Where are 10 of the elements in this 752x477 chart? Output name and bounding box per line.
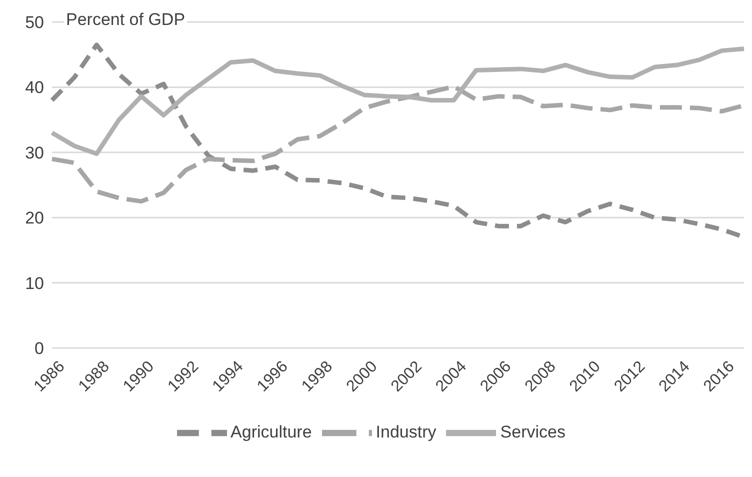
y-tick-label: 20 [25, 208, 44, 228]
y-tick-label: 0 [34, 339, 44, 358]
legend-label: Agriculture [230, 422, 312, 442]
y-tick-label: 10 [25, 274, 44, 293]
y-tick-label: 50 [25, 13, 44, 32]
y-tick-label: 30 [25, 143, 44, 162]
legend-label: Industry [376, 422, 436, 442]
y-tick-label: 40 [25, 78, 44, 98]
legend-label: Services [500, 422, 566, 442]
y-axis-title: Percent of GDP [64, 10, 188, 30]
